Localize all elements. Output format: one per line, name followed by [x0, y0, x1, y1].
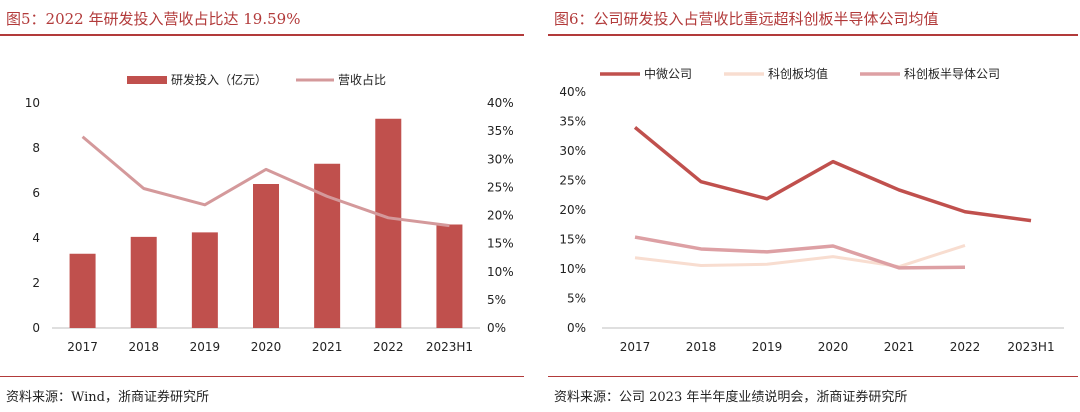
x-tick-label: 2022 [950, 340, 981, 354]
y-left-tick-label: 4 [32, 231, 40, 245]
right-top-rule [548, 34, 1078, 36]
legend-swatch-rd-investment [127, 76, 167, 84]
right-bottom-rule [548, 376, 1078, 377]
legend-star-semiconductor-label: 科创板半导体公司 [904, 67, 1000, 81]
bar-rd-investment [130, 236, 157, 328]
legend-zhongwei-label: 中微公司 [644, 66, 692, 81]
y-tick-label: 5% [567, 292, 586, 306]
y-tick-label: 30% [559, 144, 586, 158]
y-left-tick-label: 0 [32, 321, 40, 335]
right-figure-panel: 图6：公司研发投入占营收比重远超科创板半导体公司均值 0% 5% 10% 15% 20%… [548, 0, 1080, 412]
bar-rd-investment [191, 232, 218, 328]
left-top-rule [0, 34, 524, 36]
x-tick-label: 2017 [67, 340, 98, 354]
x-tick-label: 2022 [373, 340, 404, 354]
y-right-tick-label: 20% [487, 209, 514, 223]
x-tick-label: 2017 [620, 340, 651, 354]
y-right-tick-label: 35% [487, 124, 514, 138]
y-right-tick-label: 5% [487, 293, 506, 307]
line-zhongwei [633, 126, 1032, 223]
x-tick-label: 2018 [128, 340, 159, 354]
x-tick-label: 2019 [752, 340, 783, 354]
y-tick-label: 0% [567, 321, 586, 335]
y-tick-label: 10% [559, 262, 586, 276]
line-star-semiconductor [634, 235, 966, 270]
x-tick-label: 2019 [190, 340, 221, 354]
left-chart-title: 图5：2022 年研发投入营收占比达 19.59% [6, 10, 301, 28]
y-tick-label: 40% [559, 85, 586, 99]
right-chart: 0% 5% 10% 15% 20% 25% 30% 35% 40% 2017 2018 2019 202… [559, 66, 1064, 354]
legend-star-market-average-label: 科创板均值 [768, 66, 828, 81]
x-tick-label: 2020 [251, 340, 282, 354]
line-revenue-ratio [81, 135, 450, 228]
y-tick-label: 20% [559, 203, 586, 217]
y-left-tick-label: 2 [32, 276, 40, 290]
x-tick-label: 2021 [312, 340, 343, 354]
right-chart-title: 图6：公司研发投入占营收比重远超科创板半导体公司均值 [554, 10, 939, 28]
x-tick-label: 2021 [884, 340, 915, 354]
left-bottom-rule [0, 376, 524, 377]
y-left-tick-label: 8 [32, 141, 40, 155]
y-right-tick-label: 25% [487, 180, 514, 194]
bar-rd-investment [436, 224, 463, 328]
x-tick-label: 2020 [818, 340, 849, 354]
y-right-tick-label: 15% [487, 237, 514, 251]
y-left-tick-label: 6 [32, 186, 40, 200]
bar-rd-investment [69, 253, 96, 328]
left-source-note: 资料来源：Wind，浙商证券研究所 [6, 390, 209, 405]
left-chart: 0 2 4 6 8 10 0% 5% 10% 15% 20% 25% 30% 35% 40% 2017 2018… [25, 72, 514, 354]
legend-label-revenue-ratio: 营收占比 [338, 72, 386, 87]
x-tick-label: 2018 [686, 340, 717, 354]
y-right-tick-label: 0% [487, 321, 506, 335]
bar-rd-investment [253, 184, 279, 328]
y-right-tick-label: 30% [487, 152, 514, 166]
line-star-market-average [634, 243, 966, 269]
right-source-note: 资料来源：公司 2023 年半年度业绩说明会，浙商证券研究所 [554, 390, 908, 405]
bar-rd-investment [314, 163, 341, 328]
y-tick-label: 15% [559, 233, 586, 247]
x-tick-label: 2023H1 [1007, 340, 1054, 354]
y-tick-label: 35% [559, 115, 586, 129]
y-tick-label: 25% [559, 174, 586, 188]
left-figure-panel: 图5：2022 年研发投入营收占比达 19.59% 0 2 4 6 8 10 0% 5% 10%… [0, 0, 528, 412]
x-tick-label: 2023H1 [426, 340, 473, 354]
legend-label-rd-investment: 研发投入（亿元） [171, 72, 267, 87]
y-right-tick-label: 10% [487, 265, 514, 279]
y-right-tick-label: 40% [487, 96, 514, 110]
y-left-tick-label: 10 [25, 96, 40, 110]
bar-rd-investment [375, 118, 402, 328]
